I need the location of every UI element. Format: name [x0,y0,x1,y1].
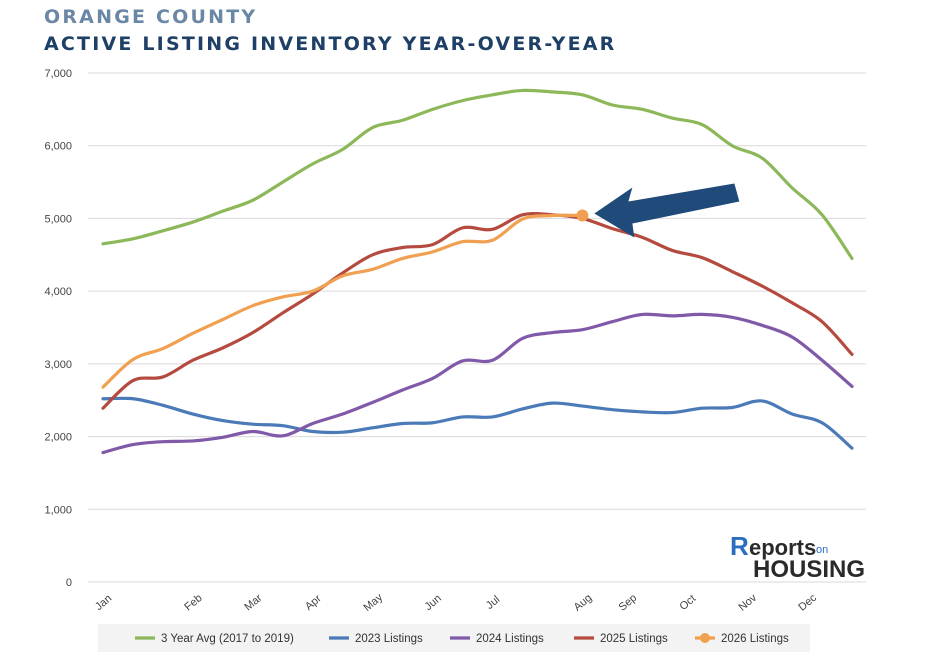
annotation-arrow-shape [594,183,740,238]
logo-reports: eports [749,535,816,560]
x-tick-label: Jan [93,592,114,613]
x-tick-label: Mar [242,592,264,614]
series-lines [101,88,854,455]
x-tick-label: Apr [303,592,324,612]
reports-on-housing-logo: R eports on HOUSING [730,531,865,583]
legend-label: 2025 Listings [600,633,668,645]
legend-label: 2023 Listings [355,633,423,645]
legend: 3 Year Avg (2017 to 2019) 2023 Listings 20… [135,633,789,645]
series-line-4 [101,213,584,389]
y-tick-label: 6,000 [44,141,72,153]
series-line-0 [101,88,854,261]
county-title: ORANGE COUNTY [44,6,258,28]
y-tick-label: 0 [66,577,72,589]
logo-on: on [816,544,828,556]
legend-label: 2024 Listings [476,633,544,645]
y-tick-label: 1,000 [44,504,72,516]
x-tick-label: Jun [423,592,444,613]
series-line-2 [101,312,854,455]
x-tick-label: Jul [484,594,502,612]
y-tick-label: 2,000 [44,432,72,444]
x-tick-label: Dec [796,592,819,614]
y-tick-label: 4,000 [44,286,72,298]
series-line-1 [101,396,854,450]
logo-housing: HOUSING [753,556,865,583]
y-tick-label: 7,000 [44,68,72,80]
x-tick-label: Aug [572,592,595,614]
x-tick-label: Oct [677,593,698,613]
series-line-3 [101,211,854,410]
x-tick-label: Nov [736,592,759,614]
annotation-arrow [594,183,740,238]
chart-title: ACTIVE LISTING INVENTORY YEAR-OVER-YEAR [44,33,617,55]
y-tick-label: 5,000 [44,213,72,225]
legend-label: 2026 Listings [721,633,789,645]
y-tick-label: 3,000 [44,359,72,371]
legend-marker [700,633,710,643]
legend-label: 3 Year Avg (2017 to 2019) [161,633,294,645]
series-end-marker [576,209,589,222]
x-tick-label: Feb [182,592,204,613]
y-axis-ticks: 0 1,000 2,000 3,000 4,000 5,000 6,000 7,000 [44,68,72,589]
x-tick-label: May [361,591,385,614]
x-tick-label: Sep [617,592,640,614]
x-axis-ticks: Jan Feb Mar Apr May Jun Jul Aug Sep Oct Nov Dec [93,591,819,614]
logo-initial: R [730,531,749,561]
